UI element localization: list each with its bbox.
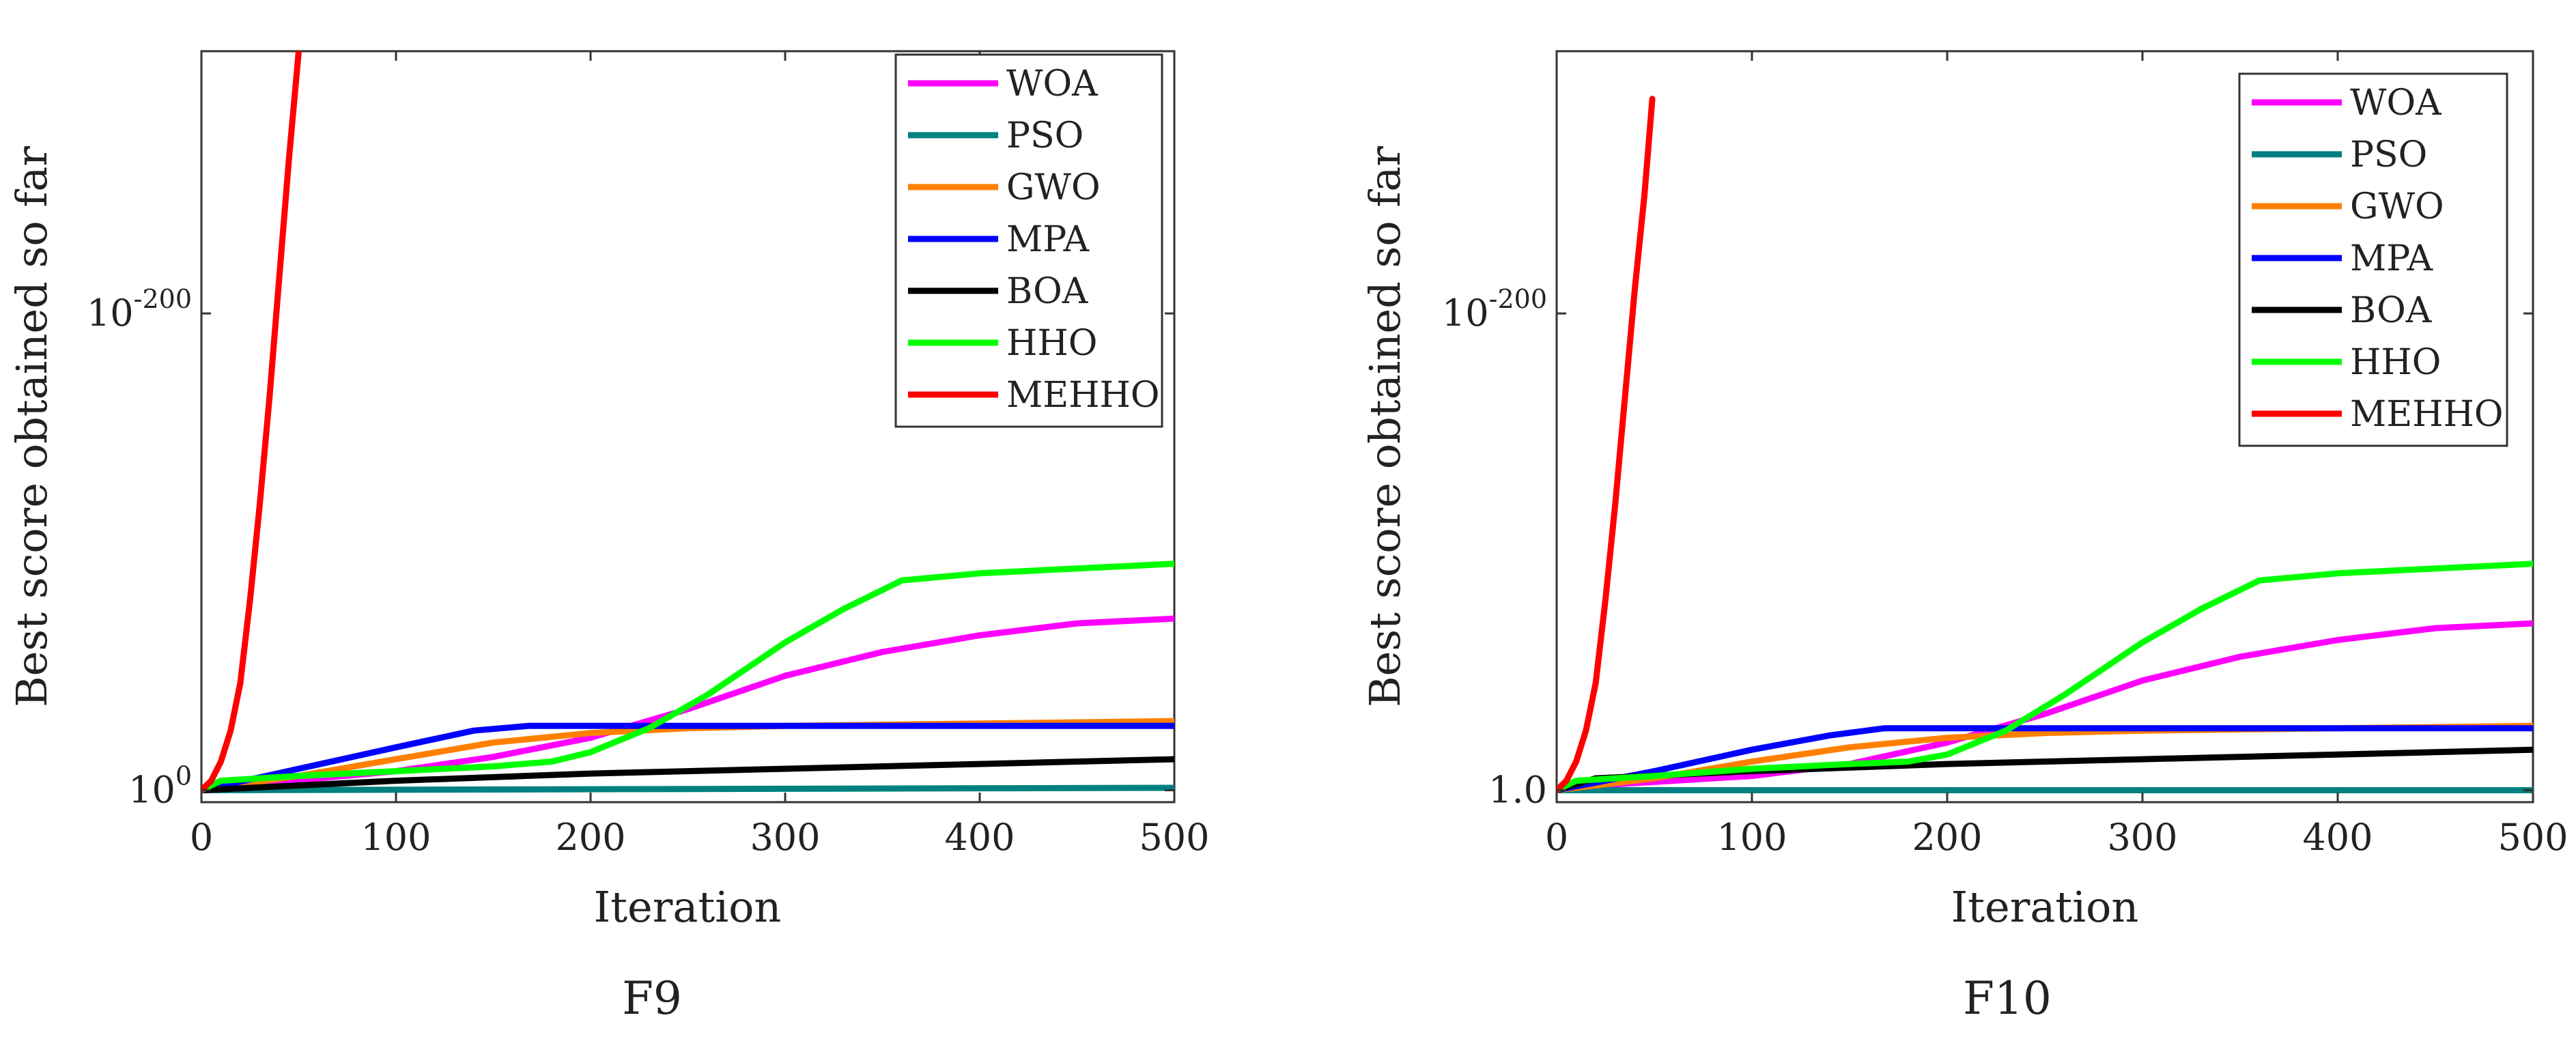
legend-label-mehho: MEHHO: [2350, 394, 2504, 435]
x-tick-label: 500: [1139, 816, 1209, 859]
legend-label-gwo: GWO: [2350, 186, 2444, 227]
legend-label-mpa: MPA: [1006, 219, 1090, 260]
legend-label-woa: WOA: [1006, 63, 1099, 104]
legend-label-gwo: GWO: [1006, 167, 1101, 208]
x-tick-label: 400: [2302, 816, 2373, 859]
x-tick-label: 400: [944, 816, 1015, 859]
x-tick-label: 300: [750, 816, 820, 859]
series-line-pso: [201, 784, 1174, 793]
legend-label-mpa: MPA: [2350, 238, 2433, 279]
panel-caption: F9: [622, 972, 682, 1025]
y-tick-label: 1.0: [1488, 769, 1547, 812]
y-tick-label: 10-200: [1442, 284, 1547, 335]
y-axis-label: Best score obtained so far: [7, 146, 57, 707]
y-tick-label: 100: [128, 761, 192, 812]
x-tick-label: 200: [1912, 816, 1982, 859]
legend-label-woa: WOA: [2350, 83, 2442, 124]
chart-panel-f10: 0 100 200 300 400 500 1.0 10-200 Best score obt…: [1360, 50, 2568, 1025]
series-line-mehho: [1557, 96, 1656, 793]
x-tick-label: 100: [1716, 816, 1787, 859]
x-tick-label: 300: [2107, 816, 2177, 859]
series-line-mehho: [201, 51, 302, 793]
y-tick-label: 10-200: [87, 284, 192, 335]
series-line-mpa: [201, 722, 1174, 793]
panel-caption: F10: [1963, 972, 2052, 1025]
legend-label-boa: BOA: [1006, 271, 1089, 312]
legend-label-mehho: MEHHO: [1006, 375, 1160, 416]
x-tick-label: 500: [2497, 816, 2568, 859]
legend: WOA PSO GWO MPA BOA HHO MEHHO: [2238, 72, 2508, 447]
y-axis-label: Best score obtained so far: [1360, 146, 1410, 707]
legend-label-pso: PSO: [1006, 115, 1084, 156]
legend-label-hho: HHO: [1006, 323, 1097, 364]
series-line-hho: [201, 560, 1174, 793]
legend: WOA PSO GWO MPA BOA HHO MEHHO: [894, 53, 1163, 428]
x-axis-label: Iteration: [1951, 882, 2139, 932]
legend-label-hho: HHO: [2350, 342, 2441, 383]
x-tick-label: 200: [555, 816, 625, 859]
series-line-hho: [1557, 560, 2533, 793]
series-line-boa: [201, 756, 1174, 793]
x-tick-label: 0: [190, 816, 213, 859]
x-tick-label: 0: [1545, 816, 1568, 859]
series-line-mpa: [1557, 725, 2533, 793]
x-axis-label: Iteration: [594, 882, 782, 932]
x-tick-label: 100: [360, 816, 431, 859]
legend-label-boa: BOA: [2350, 290, 2433, 331]
legend-label-pso: PSO: [2350, 134, 2427, 175]
